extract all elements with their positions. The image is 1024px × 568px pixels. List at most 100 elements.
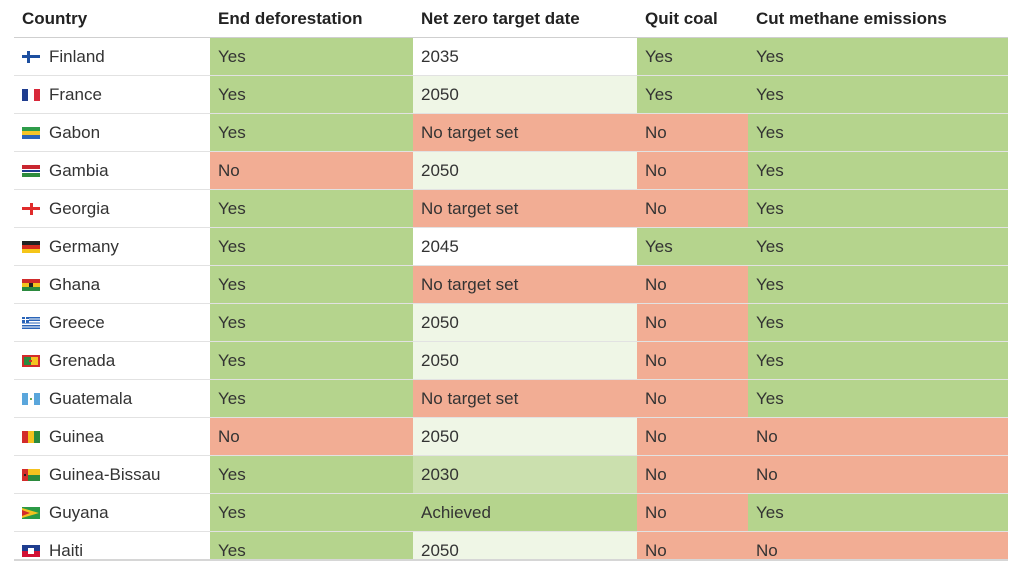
cut-methane-cell: Yes (748, 304, 1008, 341)
table-row: Guinea-Bissau Yes 2030 No No (14, 456, 1008, 494)
country-cell: Gambia (14, 152, 210, 189)
end-deforestation-cell: Yes (210, 456, 413, 493)
ghana-flag-icon (22, 278, 40, 291)
table-header-row: Country End deforestation Net zero targe… (14, 0, 1008, 38)
cut-methane-cell: Yes (748, 380, 1008, 417)
quit-coal-cell: No (637, 266, 748, 303)
end-deforestation-cell: Yes (210, 76, 413, 113)
table-row: France Yes 2050 Yes Yes (14, 76, 1008, 114)
country-name: Gabon (49, 122, 101, 142)
country-name: France (49, 84, 102, 104)
end-deforestation-cell: Yes (210, 190, 413, 227)
guinea-flag-icon (22, 430, 40, 443)
country-cell: Germany (14, 228, 210, 265)
finland-flag-icon (22, 50, 40, 63)
net-zero-target-cell: No target set (413, 266, 637, 303)
table-body: Finland Yes 2035 Yes Yes France Yes 2050 Yes Yes G… (14, 38, 1008, 560)
quit-coal-cell: No (637, 342, 748, 379)
cut-methane-cell: Yes (748, 342, 1008, 379)
germany-flag-icon (22, 240, 40, 253)
table-row: Ghana Yes No target set No Yes (14, 266, 1008, 304)
cut-methane-cell: No (748, 532, 1008, 560)
country-name: Germany (49, 236, 119, 256)
table-row: Gabon Yes No target set No Yes (14, 114, 1008, 152)
header-end-deforestation[interactable]: End deforestation (210, 0, 413, 37)
quit-coal-cell: No (637, 114, 748, 151)
net-zero-target-cell: 2035 (413, 38, 637, 75)
table-row: Germany Yes 2045 Yes Yes (14, 228, 1008, 266)
quit-coal-cell: Yes (637, 38, 748, 75)
end-deforestation-cell: Yes (210, 304, 413, 341)
net-zero-target-cell: 2030 (413, 456, 637, 493)
quit-coal-cell: No (637, 190, 748, 227)
end-deforestation-cell: Yes (210, 494, 413, 531)
country-name: Guinea-Bissau (49, 464, 161, 484)
country-cell: Guyana (14, 494, 210, 531)
quit-coal-cell: No (637, 532, 748, 560)
greece-flag-icon (22, 316, 40, 329)
cut-methane-cell: Yes (748, 190, 1008, 227)
country-name: Finland (49, 46, 105, 66)
header-country[interactable]: Country (14, 0, 210, 37)
gabon-flag-icon (22, 126, 40, 139)
end-deforestation-cell: Yes (210, 342, 413, 379)
table-row: Grenada Yes 2050 No Yes (14, 342, 1008, 380)
cut-methane-cell: No (748, 456, 1008, 493)
table-row: Guyana Yes Achieved No Yes (14, 494, 1008, 532)
cut-methane-cell: No (748, 418, 1008, 455)
cut-methane-cell: Yes (748, 152, 1008, 189)
country-name: Gambia (49, 160, 109, 180)
table-row: Finland Yes 2035 Yes Yes (14, 38, 1008, 76)
country-cell: Gabon (14, 114, 210, 151)
end-deforestation-cell: Yes (210, 532, 413, 560)
country-cell: Guinea (14, 418, 210, 455)
end-deforestation-cell: Yes (210, 228, 413, 265)
quit-coal-cell: No (637, 418, 748, 455)
quit-coal-cell: No (637, 304, 748, 341)
net-zero-target-cell: 2050 (413, 532, 637, 560)
header-net-zero-target-date[interactable]: Net zero target date (413, 0, 637, 37)
guatemala-flag-icon (22, 392, 40, 405)
end-deforestation-cell: Yes (210, 38, 413, 75)
cut-methane-cell: Yes (748, 76, 1008, 113)
table-row: Georgia Yes No target set No Yes (14, 190, 1008, 228)
cut-methane-cell: Yes (748, 266, 1008, 303)
country-cell: Haiti (14, 532, 210, 560)
net-zero-target-cell: 2050 (413, 342, 637, 379)
country-name: Greece (49, 312, 105, 332)
table-row: Greece Yes 2050 No Yes (14, 304, 1008, 342)
france-flag-icon (22, 88, 40, 101)
country-name: Guatemala (49, 388, 133, 408)
header-quit-coal[interactable]: Quit coal (637, 0, 748, 37)
guyana-flag-icon (22, 506, 40, 519)
country-name: Guyana (49, 502, 109, 522)
country-name: Grenada (49, 350, 116, 370)
cut-methane-cell: Yes (748, 228, 1008, 265)
country-cell: Greece (14, 304, 210, 341)
quit-coal-cell: No (637, 380, 748, 417)
end-deforestation-cell: Yes (210, 380, 413, 417)
table-row: Guatemala Yes No target set No Yes (14, 380, 1008, 418)
net-zero-target-cell: 2045 (413, 228, 637, 265)
gambia-flag-icon (22, 164, 40, 177)
header-cut-methane-emissions[interactable]: Cut methane emissions (748, 0, 1008, 37)
net-zero-target-cell: 2050 (413, 304, 637, 341)
quit-coal-cell: Yes (637, 76, 748, 113)
pledges-table: Country End deforestation Net zero targe… (14, 0, 1008, 560)
quit-coal-cell: Yes (637, 228, 748, 265)
country-cell: Guatemala (14, 380, 210, 417)
end-deforestation-cell: No (210, 152, 413, 189)
net-zero-target-cell: No target set (413, 114, 637, 151)
net-zero-target-cell: 2050 (413, 76, 637, 113)
country-name: Haiti (49, 540, 84, 560)
country-name: Guinea (49, 426, 104, 446)
country-name: Georgia (49, 198, 110, 218)
table-row: Guinea No 2050 No No (14, 418, 1008, 456)
table-row: Haiti Yes 2050 No No (14, 532, 1008, 560)
table-bottom-rule (14, 559, 1008, 561)
grenada-flag-icon (22, 354, 40, 367)
net-zero-target-cell: Achieved (413, 494, 637, 531)
country-cell: Grenada (14, 342, 210, 379)
georgia-flag-icon (22, 202, 40, 215)
quit-coal-cell: No (637, 494, 748, 531)
